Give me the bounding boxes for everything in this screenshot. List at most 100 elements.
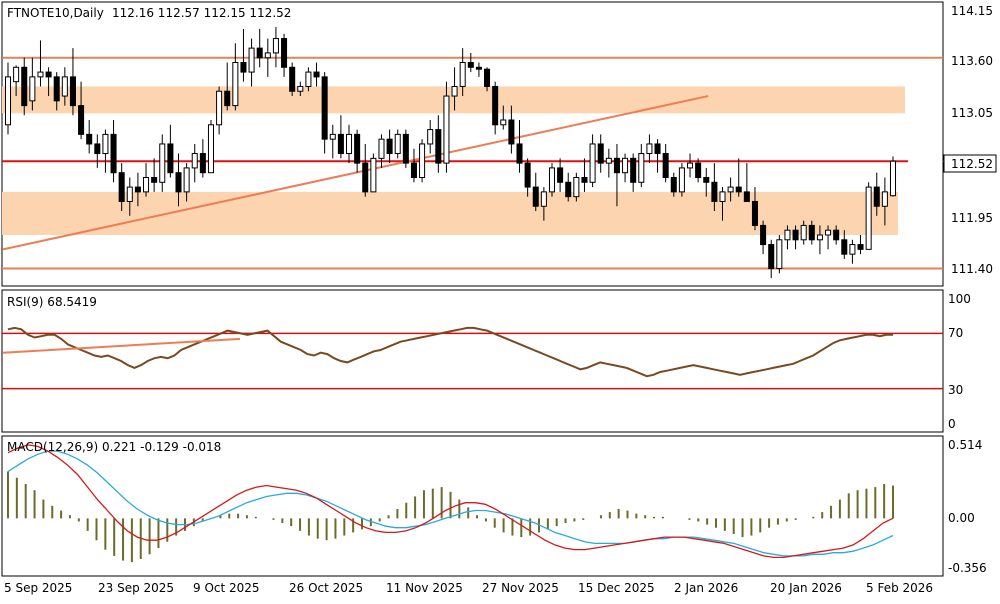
- candle-body: [143, 177, 150, 193]
- macd-main-line: [7, 444, 894, 559]
- date-axis-label: 23 Sep 2025: [98, 581, 174, 595]
- candle-body: [110, 133, 117, 174]
- candle-body: [264, 52, 271, 59]
- candle-body: [248, 47, 255, 73]
- candle-body: [622, 157, 629, 174]
- candle-body: [86, 133, 93, 145]
- candle-body: [345, 133, 353, 155]
- date-axis-label: 15 Dec 2025: [578, 581, 655, 595]
- candle-body: [467, 62, 474, 68]
- candle-body: [297, 85, 304, 92]
- candle-body: [175, 172, 182, 193]
- date-axis-label: 11 Nov 2025: [386, 581, 463, 595]
- candle-body: [53, 76, 60, 102]
- macd-signal-line: [7, 450, 894, 557]
- candle-body: [199, 153, 206, 174]
- candle-body: [69, 76, 76, 107]
- candle-body: [565, 181, 572, 198]
- candle-body: [662, 153, 669, 179]
- candle-body: [776, 239, 783, 270]
- candle-body: [743, 191, 750, 202]
- candle-body: [151, 177, 158, 183]
- candle-body: [865, 186, 872, 250]
- candle-body: [459, 62, 466, 87]
- rsi-layer: [2, 326, 943, 390]
- macd-layer: [7, 444, 894, 563]
- candle-body: [394, 133, 401, 155]
- price-axis-label: 113.05: [951, 106, 993, 120]
- price-axis-label: 114.15: [951, 4, 993, 18]
- candle-body: [240, 62, 247, 73]
- candle-body: [654, 143, 661, 155]
- candle-body: [386, 138, 393, 155]
- candle-body: [678, 167, 685, 193]
- candle-body: [816, 234, 823, 241]
- candle-body: [443, 95, 450, 164]
- candle-body: [232, 62, 239, 107]
- candle-body: [638, 153, 645, 183]
- candle-body: [313, 71, 320, 78]
- candle-body: [159, 143, 166, 183]
- candle-body: [256, 47, 263, 59]
- candle-body: [4, 76, 12, 126]
- candle-body: [224, 90, 231, 107]
- candle-body: [492, 85, 499, 126]
- candle-body: [475, 66, 482, 70]
- macd-axis-label: -0.356: [948, 561, 987, 575]
- candle-body: [768, 244, 775, 270]
- candle-body: [548, 167, 556, 193]
- candle-body: [670, 177, 677, 193]
- candle-body: [329, 133, 336, 140]
- candle-body: [825, 229, 832, 236]
- candle-body: [532, 186, 539, 207]
- candle-body: [540, 191, 547, 207]
- candle-body: [281, 38, 288, 68]
- macd-axis-label: 0.00: [948, 511, 975, 525]
- candle-body: [126, 186, 133, 202]
- candle-body: [94, 143, 101, 155]
- candle-body: [524, 162, 531, 188]
- candle-body: [216, 90, 223, 126]
- date-axis-label: 5 Sep 2025: [4, 581, 72, 595]
- candle-body: [321, 76, 328, 140]
- candle-body: [784, 229, 791, 241]
- date-axis-label: 26 Oct 2025: [289, 581, 363, 595]
- macd-axis-label: 0.514: [948, 438, 982, 452]
- candle-body: [305, 71, 312, 87]
- candle-body: [508, 119, 515, 145]
- candle-body: [78, 105, 85, 135]
- candle-body: [451, 85, 458, 97]
- candle-body: [402, 133, 409, 164]
- candle-body: [760, 224, 767, 246]
- candle-body: [427, 129, 434, 145]
- candle-body: [889, 160, 897, 197]
- candle-body: [857, 244, 864, 250]
- candle-body: [484, 68, 491, 87]
- candle-body: [13, 66, 20, 83]
- candle-body: [630, 157, 637, 183]
- candle-body: [687, 162, 694, 169]
- candle-body: [711, 181, 718, 202]
- candle-body: [881, 191, 888, 207]
- rsi-header-label: RSI(9) 68.5419: [7, 295, 97, 309]
- rsi-trendline: [2, 337, 241, 354]
- candle-body: [167, 143, 174, 174]
- rsi-axis-label: 70: [948, 326, 963, 340]
- candle-body: [45, 71, 52, 78]
- candle-body: [833, 229, 840, 241]
- price-layer: [2, 27, 946, 279]
- candle-body: [605, 157, 612, 164]
- candle-body: [573, 177, 580, 198]
- candle-body: [134, 186, 141, 193]
- candle-body: [792, 229, 799, 241]
- candle-body: [370, 157, 377, 193]
- candle-body: [354, 133, 361, 164]
- date-axis-label: 27 Nov 2025: [482, 581, 559, 595]
- candle-body: [557, 167, 564, 183]
- candle-body: [435, 129, 442, 164]
- candle-body: [849, 244, 856, 255]
- macd-pane-frame: [1, 435, 944, 577]
- candle-body: [272, 38, 279, 54]
